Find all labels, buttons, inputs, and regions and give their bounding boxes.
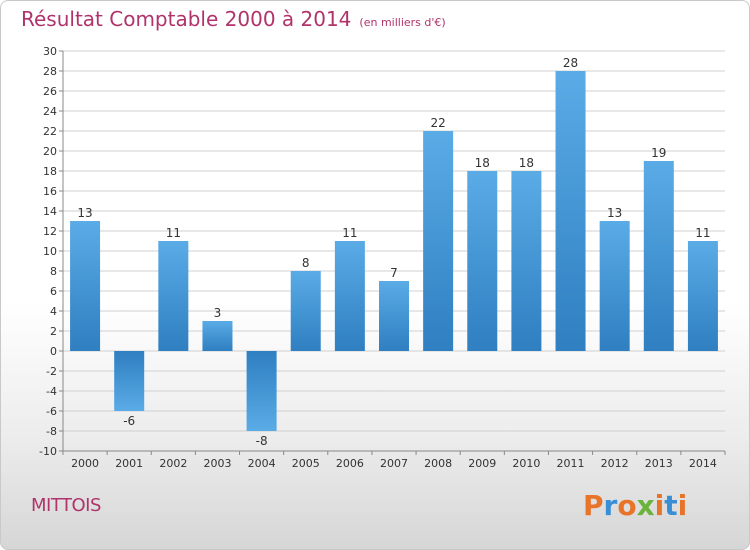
value-label: 11	[695, 226, 710, 240]
bar-2012	[599, 221, 630, 351]
y-tick-label: 6	[50, 285, 57, 298]
bar-2005	[290, 271, 321, 351]
x-tick-label: 2009	[468, 457, 496, 470]
logo-letter: P	[583, 489, 604, 522]
bar-2010	[511, 171, 542, 351]
x-tick-label: 2000	[71, 457, 99, 470]
value-label: 22	[430, 116, 445, 130]
x-tick-label: 2013	[645, 457, 673, 470]
y-tick-label: -8	[46, 425, 57, 438]
value-label: 18	[519, 156, 534, 170]
value-label: 13	[607, 206, 622, 220]
value-label: 28	[563, 56, 578, 70]
y-tick-label: -4	[46, 385, 57, 398]
y-tick-label: 12	[43, 225, 57, 238]
x-tick-label: 2006	[336, 457, 364, 470]
y-tick-label: 4	[50, 305, 57, 318]
y-tick-label: 30	[43, 45, 57, 58]
y-tick-label: 28	[43, 65, 57, 78]
y-tick-label: 14	[43, 205, 57, 218]
chart-title: Résultat Comptable 2000 à 2014 (en millie…	[21, 7, 446, 31]
bar-2006	[334, 241, 365, 351]
bar-2001	[114, 351, 145, 411]
y-tick-label: 16	[43, 185, 57, 198]
x-tick-label: 2001	[115, 457, 143, 470]
y-tick-label: -10	[39, 445, 57, 458]
proxiti-logo: Proxiti	[583, 489, 687, 522]
y-tick-label: -6	[46, 405, 57, 418]
y-tick-label: 24	[43, 105, 57, 118]
commune-name: MITTOIS	[31, 495, 101, 516]
logo-letter: r	[603, 489, 618, 522]
x-tick-label: 2014	[689, 457, 717, 470]
bar-2009	[467, 171, 498, 351]
value-label: -6	[123, 414, 135, 428]
logo-letter: i	[654, 489, 665, 522]
bar-2011	[555, 71, 586, 351]
value-label: 8	[302, 256, 310, 270]
bar-2013	[643, 161, 674, 351]
value-label: 19	[651, 146, 666, 160]
bar-2014	[687, 241, 718, 351]
bar-2000	[70, 221, 101, 351]
x-tick-label: 2005	[292, 457, 320, 470]
value-label: 3	[214, 306, 222, 320]
value-label: 13	[77, 206, 92, 220]
y-tick-label: 8	[50, 265, 57, 278]
chart-title-text: Résultat Comptable 2000 à 2014	[21, 7, 352, 31]
y-tick-label: 2	[50, 325, 57, 338]
value-label: 11	[166, 226, 181, 240]
y-tick-label: 18	[43, 165, 57, 178]
y-tick-label: 10	[43, 245, 57, 258]
y-tick-label: 0	[50, 345, 57, 358]
x-tick-label: 2003	[203, 457, 231, 470]
bar-2007	[379, 281, 409, 351]
bar-2008	[423, 131, 454, 351]
bar-2004	[246, 351, 277, 431]
x-tick-label: 2008	[424, 457, 452, 470]
x-tick-label: 2007	[380, 457, 408, 470]
value-label: 7	[390, 266, 398, 280]
value-label: 18	[475, 156, 490, 170]
logo-letter: i	[677, 489, 688, 522]
logo-letter: o	[617, 489, 637, 522]
y-tick-label: -2	[46, 365, 57, 378]
y-tick-label: 20	[43, 145, 57, 158]
y-tick-label: 22	[43, 125, 57, 138]
logo-letter: x	[636, 489, 655, 522]
logo-letter: t	[664, 489, 678, 522]
x-tick-label: 2004	[248, 457, 276, 470]
bar-2002	[158, 241, 189, 351]
value-label: 11	[342, 226, 357, 240]
x-tick-label: 2002	[159, 457, 187, 470]
bar-2003	[202, 321, 233, 351]
chart-subtitle: (en milliers d'€)	[359, 16, 446, 29]
value-label: -8	[256, 434, 268, 448]
x-tick-label: 2010	[512, 457, 540, 470]
x-tick-label: 2011	[557, 457, 585, 470]
y-tick-label: 26	[43, 85, 57, 98]
x-tick-label: 2012	[601, 457, 629, 470]
